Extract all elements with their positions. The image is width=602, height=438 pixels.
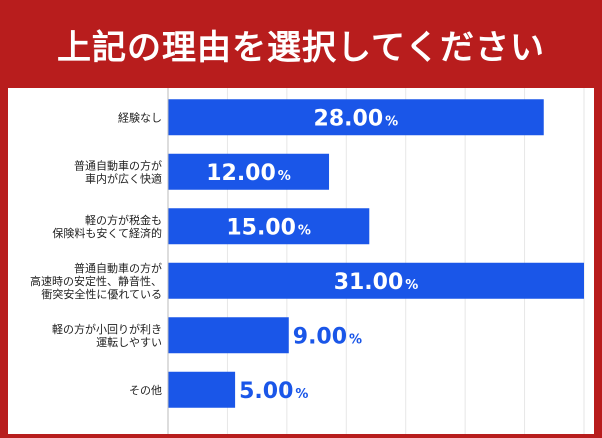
bar [168, 371, 236, 408]
value-label: 15.00% [226, 215, 311, 240]
category-label: 普通自動車の方が高速時の安定性、静音性、衝突安全性に優れている [30, 261, 162, 301]
value-label: 12.00% [206, 161, 291, 186]
category-label: その他 [129, 384, 162, 397]
value-label: 28.00% [314, 106, 399, 131]
bar [168, 262, 584, 299]
chart-title: 上記の理由を選択してください [57, 27, 545, 68]
bar-chart: 経験なし 28.00 % 普通自動車の方が車内が広く快適 12.00 % 軽の方が税金も保険… [30, 88, 585, 434]
category-label: 経験なし [118, 110, 162, 124]
plot-area: 経験なし 28.00% 普通自動車の方が車内が広く快適 12.00% 軽の方が税金も保険… [8, 88, 594, 434]
category-label: 普通自動車の方が車内が広く快適 [74, 158, 162, 185]
value-label: 31.00% [334, 270, 419, 295]
bar [168, 208, 370, 245]
category-label: 軽の方が税金も保険料も安くて経済的 [52, 213, 162, 240]
bar [168, 153, 330, 190]
bar [168, 317, 289, 354]
value-label: 5.00% [239, 379, 308, 404]
bar [168, 99, 544, 136]
value-label: 9.00% [293, 324, 362, 349]
category-label: 軽の方が小回りが利き運転しやすい [52, 322, 162, 349]
